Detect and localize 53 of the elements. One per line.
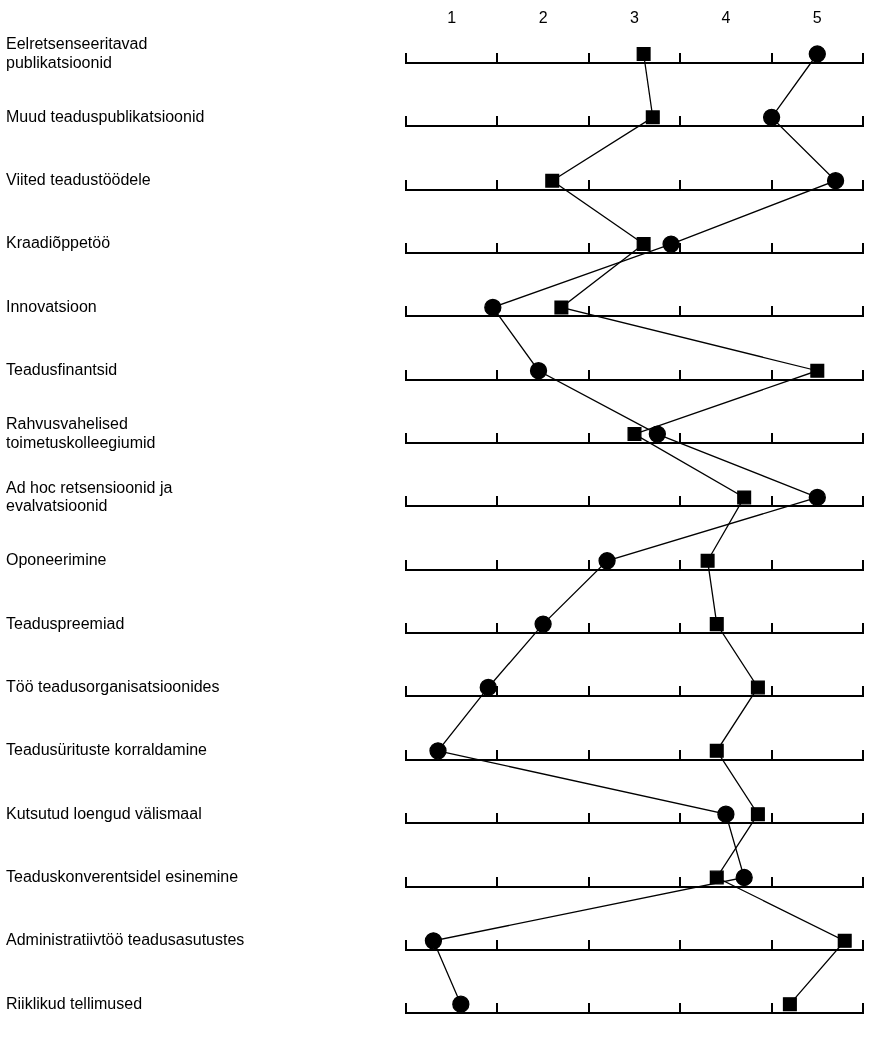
point	[762, 108, 781, 126]
point	[545, 173, 560, 188]
point	[554, 300, 569, 315]
point	[782, 997, 797, 1012]
y-tick-label: Innovatsioon	[6, 297, 97, 315]
y-tick-label: Eelretsenseeritavad publikatsioonid	[6, 35, 148, 71]
point	[636, 237, 651, 252]
point	[808, 45, 826, 63]
point	[837, 933, 852, 948]
x2-tick-label: 1	[447, 9, 457, 27]
y-tick-label: Administratiivtöö teadusasutustes	[6, 931, 245, 949]
x2-tick-label: 5	[812, 9, 822, 27]
point	[534, 615, 552, 633]
point	[648, 425, 666, 443]
y-tick-label: Teadusürituste korraldamine	[6, 741, 208, 759]
x2-tick-label: 3	[630, 9, 640, 27]
point	[709, 870, 724, 885]
y-tick-label: Riiklikud tellimused	[6, 994, 143, 1012]
point	[645, 110, 660, 125]
point	[598, 552, 616, 570]
point	[452, 995, 470, 1013]
point	[627, 427, 642, 442]
point	[750, 807, 765, 822]
point	[636, 46, 651, 62]
point	[709, 617, 724, 632]
y-tick-label: Töö teadusorganisatsioonides	[6, 677, 220, 695]
point	[700, 553, 715, 568]
y-tick-label: Kutsutud loengud välismaal	[6, 804, 202, 822]
y-tick-label: Oponeerimine	[6, 551, 107, 569]
y-tick-label: Teadusfinantsid	[6, 361, 118, 379]
y-tick-label: Kraadiõppetöö	[6, 234, 111, 252]
point	[424, 932, 443, 950]
point	[429, 742, 447, 760]
point	[737, 490, 752, 505]
point	[662, 235, 680, 253]
y-tick-label: Rahvusvahelised toimetuskolleegiumid	[6, 415, 156, 451]
x2-tick-label: 4	[721, 9, 731, 27]
y-tick-label: Teaduspreemiad	[6, 614, 125, 632]
x2-tick-label: 2	[538, 9, 548, 27]
y-tick-label: Ad hoc retsensioonid ja evalvatsioonid	[6, 478, 173, 515]
point	[717, 805, 735, 823]
point	[529, 362, 548, 380]
point	[709, 743, 724, 758]
y-tick-label: Muud teaduspublikatsioonid	[6, 107, 205, 125]
point	[750, 680, 765, 695]
y-tick-label: Teaduskonverentsidel esinemine	[6, 867, 239, 885]
point	[826, 172, 845, 190]
point	[735, 868, 753, 887]
point	[484, 298, 502, 317]
point	[810, 363, 825, 378]
point	[808, 488, 826, 507]
point	[479, 678, 497, 697]
y-tick-label: Viited teadustöödele	[6, 171, 151, 189]
